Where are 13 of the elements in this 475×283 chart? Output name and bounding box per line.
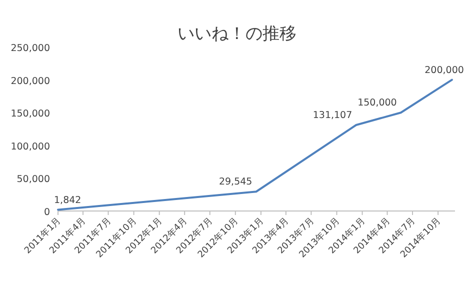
data-label: 150,000 <box>358 98 397 109</box>
data-label: 1,842 <box>54 194 82 206</box>
y-tick-label: 0 <box>44 207 50 218</box>
y-tick-label: 200,000 <box>10 76 50 87</box>
y-tick-label: 150,000 <box>10 108 50 120</box>
data-label: 200,000 <box>424 64 464 76</box>
line-series <box>57 78 453 211</box>
y-tick-label: 250,000 <box>10 43 50 54</box>
title: いいね！の推移 <box>178 24 296 44</box>
data-label: 131,107 <box>312 110 352 121</box>
y-tick-label: 50,000 <box>16 174 50 186</box>
data-label: 29,545 <box>218 176 252 188</box>
y-tick-label: 100,000 <box>10 141 50 152</box>
